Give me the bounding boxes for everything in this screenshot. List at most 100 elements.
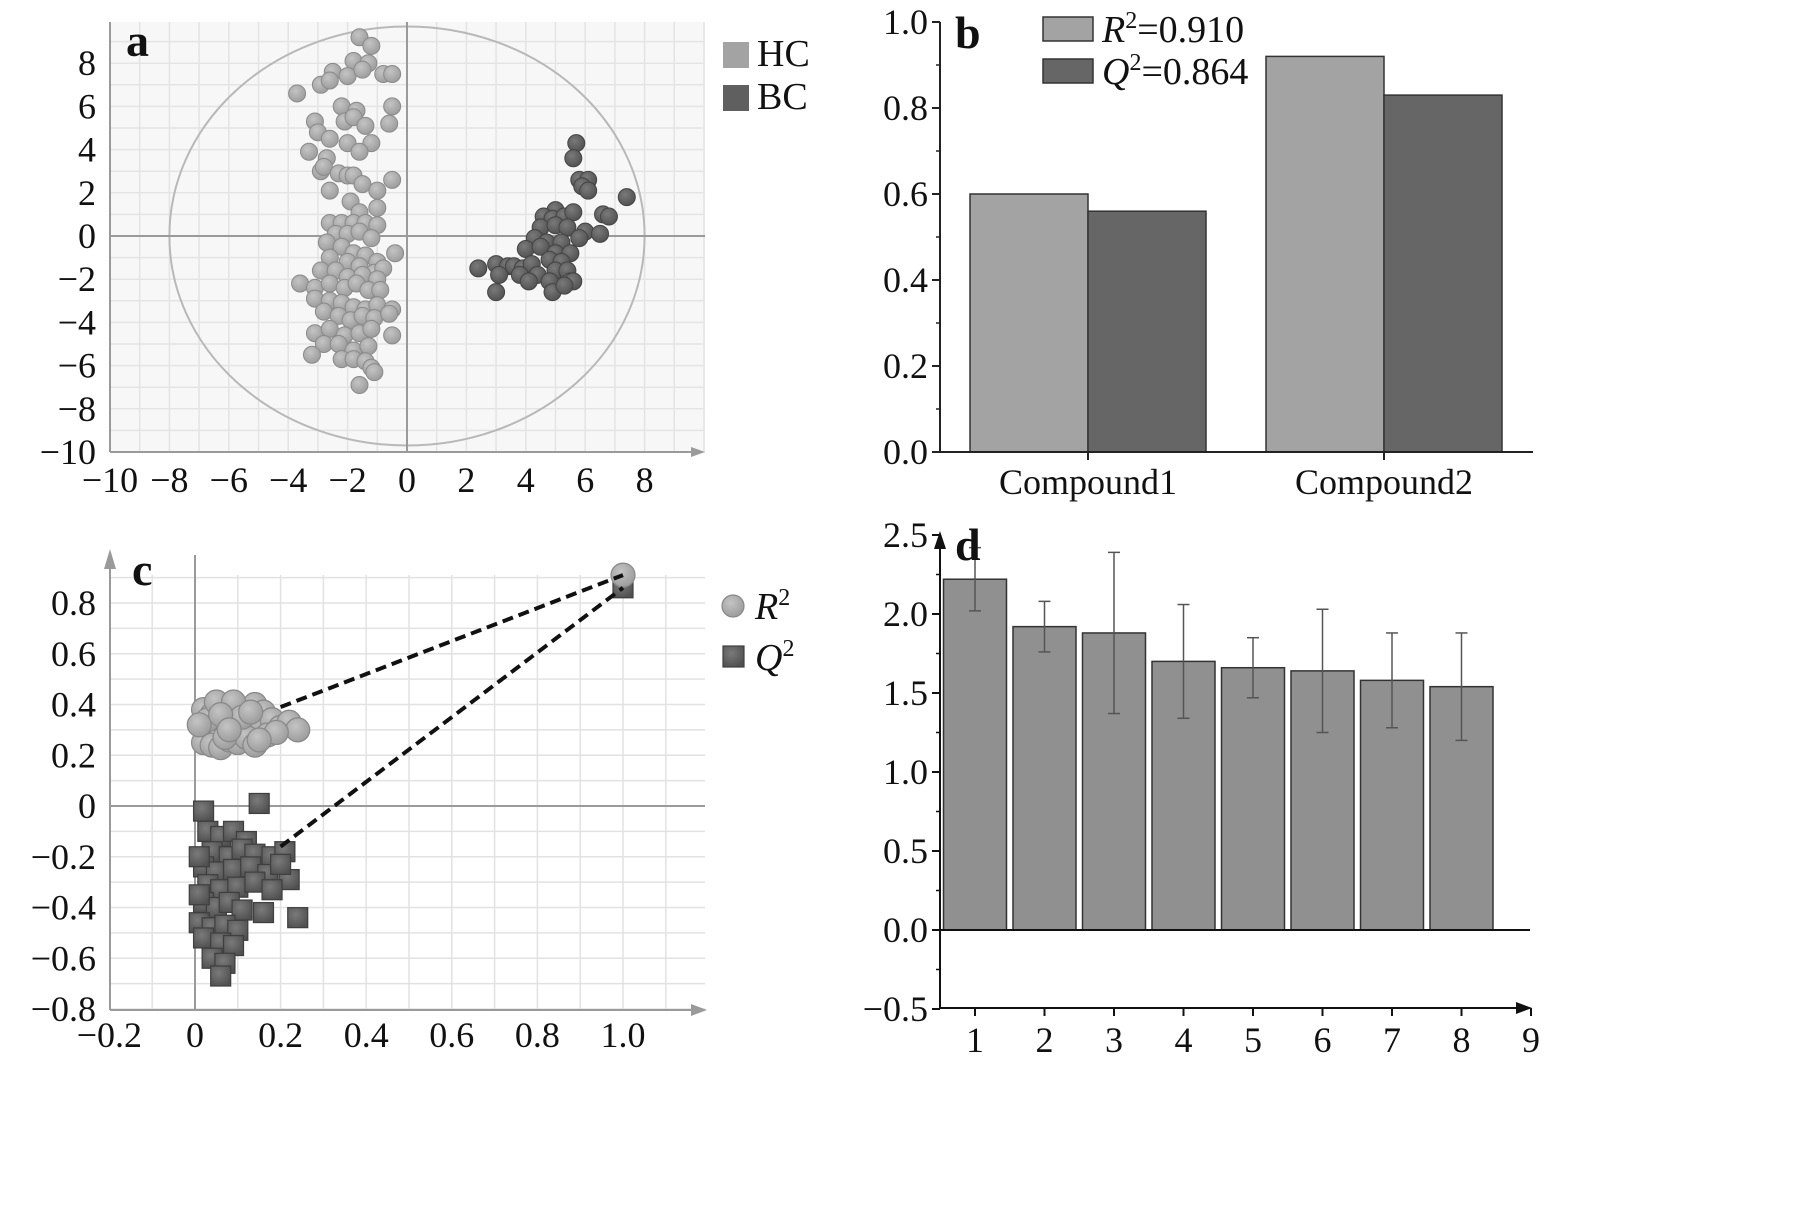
r2-point xyxy=(246,727,272,753)
y-tick-label: −10 xyxy=(40,432,96,472)
legend-label-hc: HC xyxy=(757,33,810,75)
q2-point xyxy=(192,800,215,822)
bar-1 xyxy=(942,578,1008,931)
y-tick-label: 0 xyxy=(78,786,96,826)
y-tick-label: −2 xyxy=(58,259,96,299)
hc-point xyxy=(383,97,402,116)
panel-a-points xyxy=(288,28,636,395)
hc-point xyxy=(353,60,372,79)
y-tick-label: 1.5 xyxy=(883,673,928,713)
hc-point xyxy=(350,142,369,161)
y-tick-label: −0.2 xyxy=(31,837,96,877)
x-tick-label: Compound2 xyxy=(1295,462,1473,502)
y-tick-label: 1.0 xyxy=(883,2,928,42)
hc-point xyxy=(362,36,381,55)
x-tick-label: 8 xyxy=(636,460,654,500)
y-tick-label: −0.5 xyxy=(863,989,928,1029)
bc-point xyxy=(591,224,610,243)
x-tick-label: 0.8 xyxy=(515,1015,560,1055)
y-tick-label: −0.6 xyxy=(31,938,96,978)
hc-point xyxy=(380,304,399,323)
x-tick-label: 4 xyxy=(517,460,535,500)
hc-point xyxy=(362,229,381,248)
panel-c-label: c xyxy=(132,544,152,595)
x-tick-label: 1 xyxy=(966,1020,984,1060)
y-axis-arrow xyxy=(934,531,946,549)
hc-point xyxy=(338,67,357,86)
hc-point xyxy=(317,233,336,252)
y-tick-label: 0.0 xyxy=(883,910,928,950)
x-tick-label: Compound1 xyxy=(999,462,1177,502)
hc-point xyxy=(362,319,381,338)
panel-c-tick-labels: −0.2 0 0.2 0.4 0.6 0.8 1.0 −0.8 −0.6 −0.4 −0.2 0 0.2… xyxy=(31,583,646,1055)
y-tick-label: 2.5 xyxy=(883,515,928,555)
panel-c-points xyxy=(186,562,636,987)
x-tick-label: 3 xyxy=(1105,1020,1123,1060)
hc-point xyxy=(320,129,339,148)
x-tick-label: −6 xyxy=(210,460,248,500)
hc-point xyxy=(320,71,339,90)
panel-d-error-bars xyxy=(969,546,1468,742)
y-tick-label: 0.4 xyxy=(883,260,928,300)
y-tick-label: −8 xyxy=(58,389,96,429)
q2-point xyxy=(287,907,309,929)
hc-point xyxy=(302,345,321,364)
legend-swatch-r2 xyxy=(721,594,745,618)
panel-d-axes xyxy=(932,531,1532,1016)
panel-a-label: a xyxy=(126,15,149,66)
bc-point xyxy=(579,181,598,200)
q2-point xyxy=(210,965,232,987)
y-tick-label: −0.8 xyxy=(31,989,96,1029)
panel-d-bars xyxy=(942,578,1494,931)
q2-point xyxy=(252,901,275,924)
hc-point xyxy=(380,114,399,133)
y-tick-label: 0.5 xyxy=(883,831,928,871)
y-tick-label: 0.8 xyxy=(883,88,928,128)
hc-point xyxy=(314,157,333,176)
r2-point xyxy=(186,712,212,738)
bc-point xyxy=(617,188,636,207)
legend-swatch-q2 xyxy=(722,645,745,668)
hc-point xyxy=(371,281,390,299)
hc-point xyxy=(383,326,402,345)
y-tick-label: 4 xyxy=(78,130,96,170)
x-tick-label: 8 xyxy=(1453,1020,1471,1060)
hc-point xyxy=(365,363,384,382)
r2-point xyxy=(216,717,242,743)
bar-compound1-q2 xyxy=(1087,210,1207,453)
y-tick-label: 0.2 xyxy=(883,346,928,386)
y-tick-label: −0.4 xyxy=(31,888,96,928)
x-tick-label: 0.6 xyxy=(429,1015,474,1055)
x-tick-label: −10 xyxy=(82,460,138,500)
x-tick-label: 0 xyxy=(398,460,416,500)
y-tick-label: 0.4 xyxy=(51,685,96,725)
panel-b-bar-chart: 0.0 0.2 0.4 0.6 0.8 1.0 Compound1 Compound2 b R… xyxy=(883,2,1533,502)
bc-point xyxy=(599,207,618,226)
y-tick-label: 0 xyxy=(78,216,96,256)
legend-label-q2: Q2=0.864 xyxy=(1102,50,1248,93)
q2-point xyxy=(188,846,210,868)
panel-b-bars xyxy=(969,55,1503,453)
hc-point xyxy=(383,65,402,83)
hc-point xyxy=(288,84,307,103)
hc-point xyxy=(368,198,387,217)
y-tick-label: 1.0 xyxy=(883,752,928,792)
hc-point xyxy=(368,181,387,200)
x-tick-label: −2 xyxy=(328,460,366,500)
panel-b-tick-labels: 0.0 0.2 0.4 0.6 0.8 1.0 Compound1 Compound2 xyxy=(883,2,1473,502)
hc-point xyxy=(299,142,318,161)
bar-compound2-q2 xyxy=(1383,94,1503,453)
bc-point xyxy=(516,239,535,258)
x-tick-label: 9 xyxy=(1522,1020,1540,1060)
legend-label-bc: BC xyxy=(757,76,808,118)
bc-point xyxy=(570,229,589,248)
bc-point xyxy=(469,259,488,278)
legend-label-r2: R2 xyxy=(754,585,790,628)
x-tick-label: 5 xyxy=(1244,1020,1262,1060)
y-tick-label: 0.2 xyxy=(51,735,96,775)
x-axis-arrow xyxy=(1516,1002,1532,1014)
